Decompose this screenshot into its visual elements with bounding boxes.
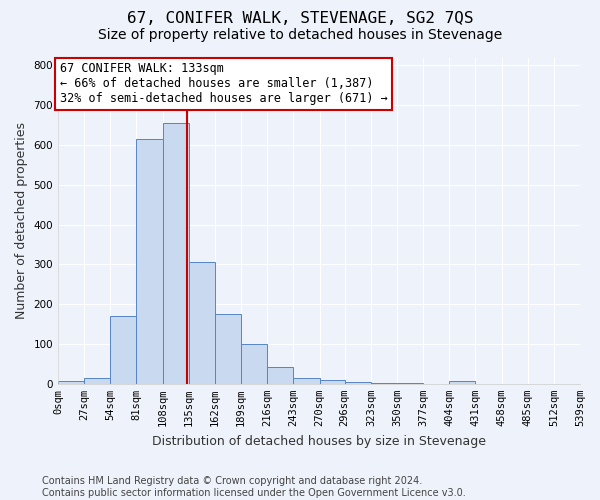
- Text: Contains HM Land Registry data © Crown copyright and database right 2024.
Contai: Contains HM Land Registry data © Crown c…: [42, 476, 466, 498]
- Bar: [293, 378, 320, 384]
- Bar: [110, 316, 136, 384]
- Bar: [320, 380, 344, 384]
- Bar: [397, 383, 423, 384]
- Text: 67, CONIFER WALK, STEVENAGE, SG2 7QS: 67, CONIFER WALK, STEVENAGE, SG2 7QS: [127, 11, 473, 26]
- Bar: [267, 367, 293, 384]
- Text: 67 CONIFER WALK: 133sqm
← 66% of detached houses are smaller (1,387)
32% of semi: 67 CONIFER WALK: 133sqm ← 66% of detache…: [60, 62, 388, 106]
- Bar: [241, 344, 267, 384]
- Bar: [84, 378, 110, 384]
- X-axis label: Distribution of detached houses by size in Stevenage: Distribution of detached houses by size …: [152, 434, 486, 448]
- Bar: [371, 382, 397, 384]
- Bar: [136, 139, 163, 384]
- Bar: [449, 380, 475, 384]
- Bar: [215, 314, 241, 384]
- Y-axis label: Number of detached properties: Number of detached properties: [15, 122, 28, 319]
- Text: Size of property relative to detached houses in Stevenage: Size of property relative to detached ho…: [98, 28, 502, 42]
- Bar: [58, 380, 84, 384]
- Bar: [189, 262, 215, 384]
- Bar: [344, 382, 371, 384]
- Bar: [163, 123, 189, 384]
